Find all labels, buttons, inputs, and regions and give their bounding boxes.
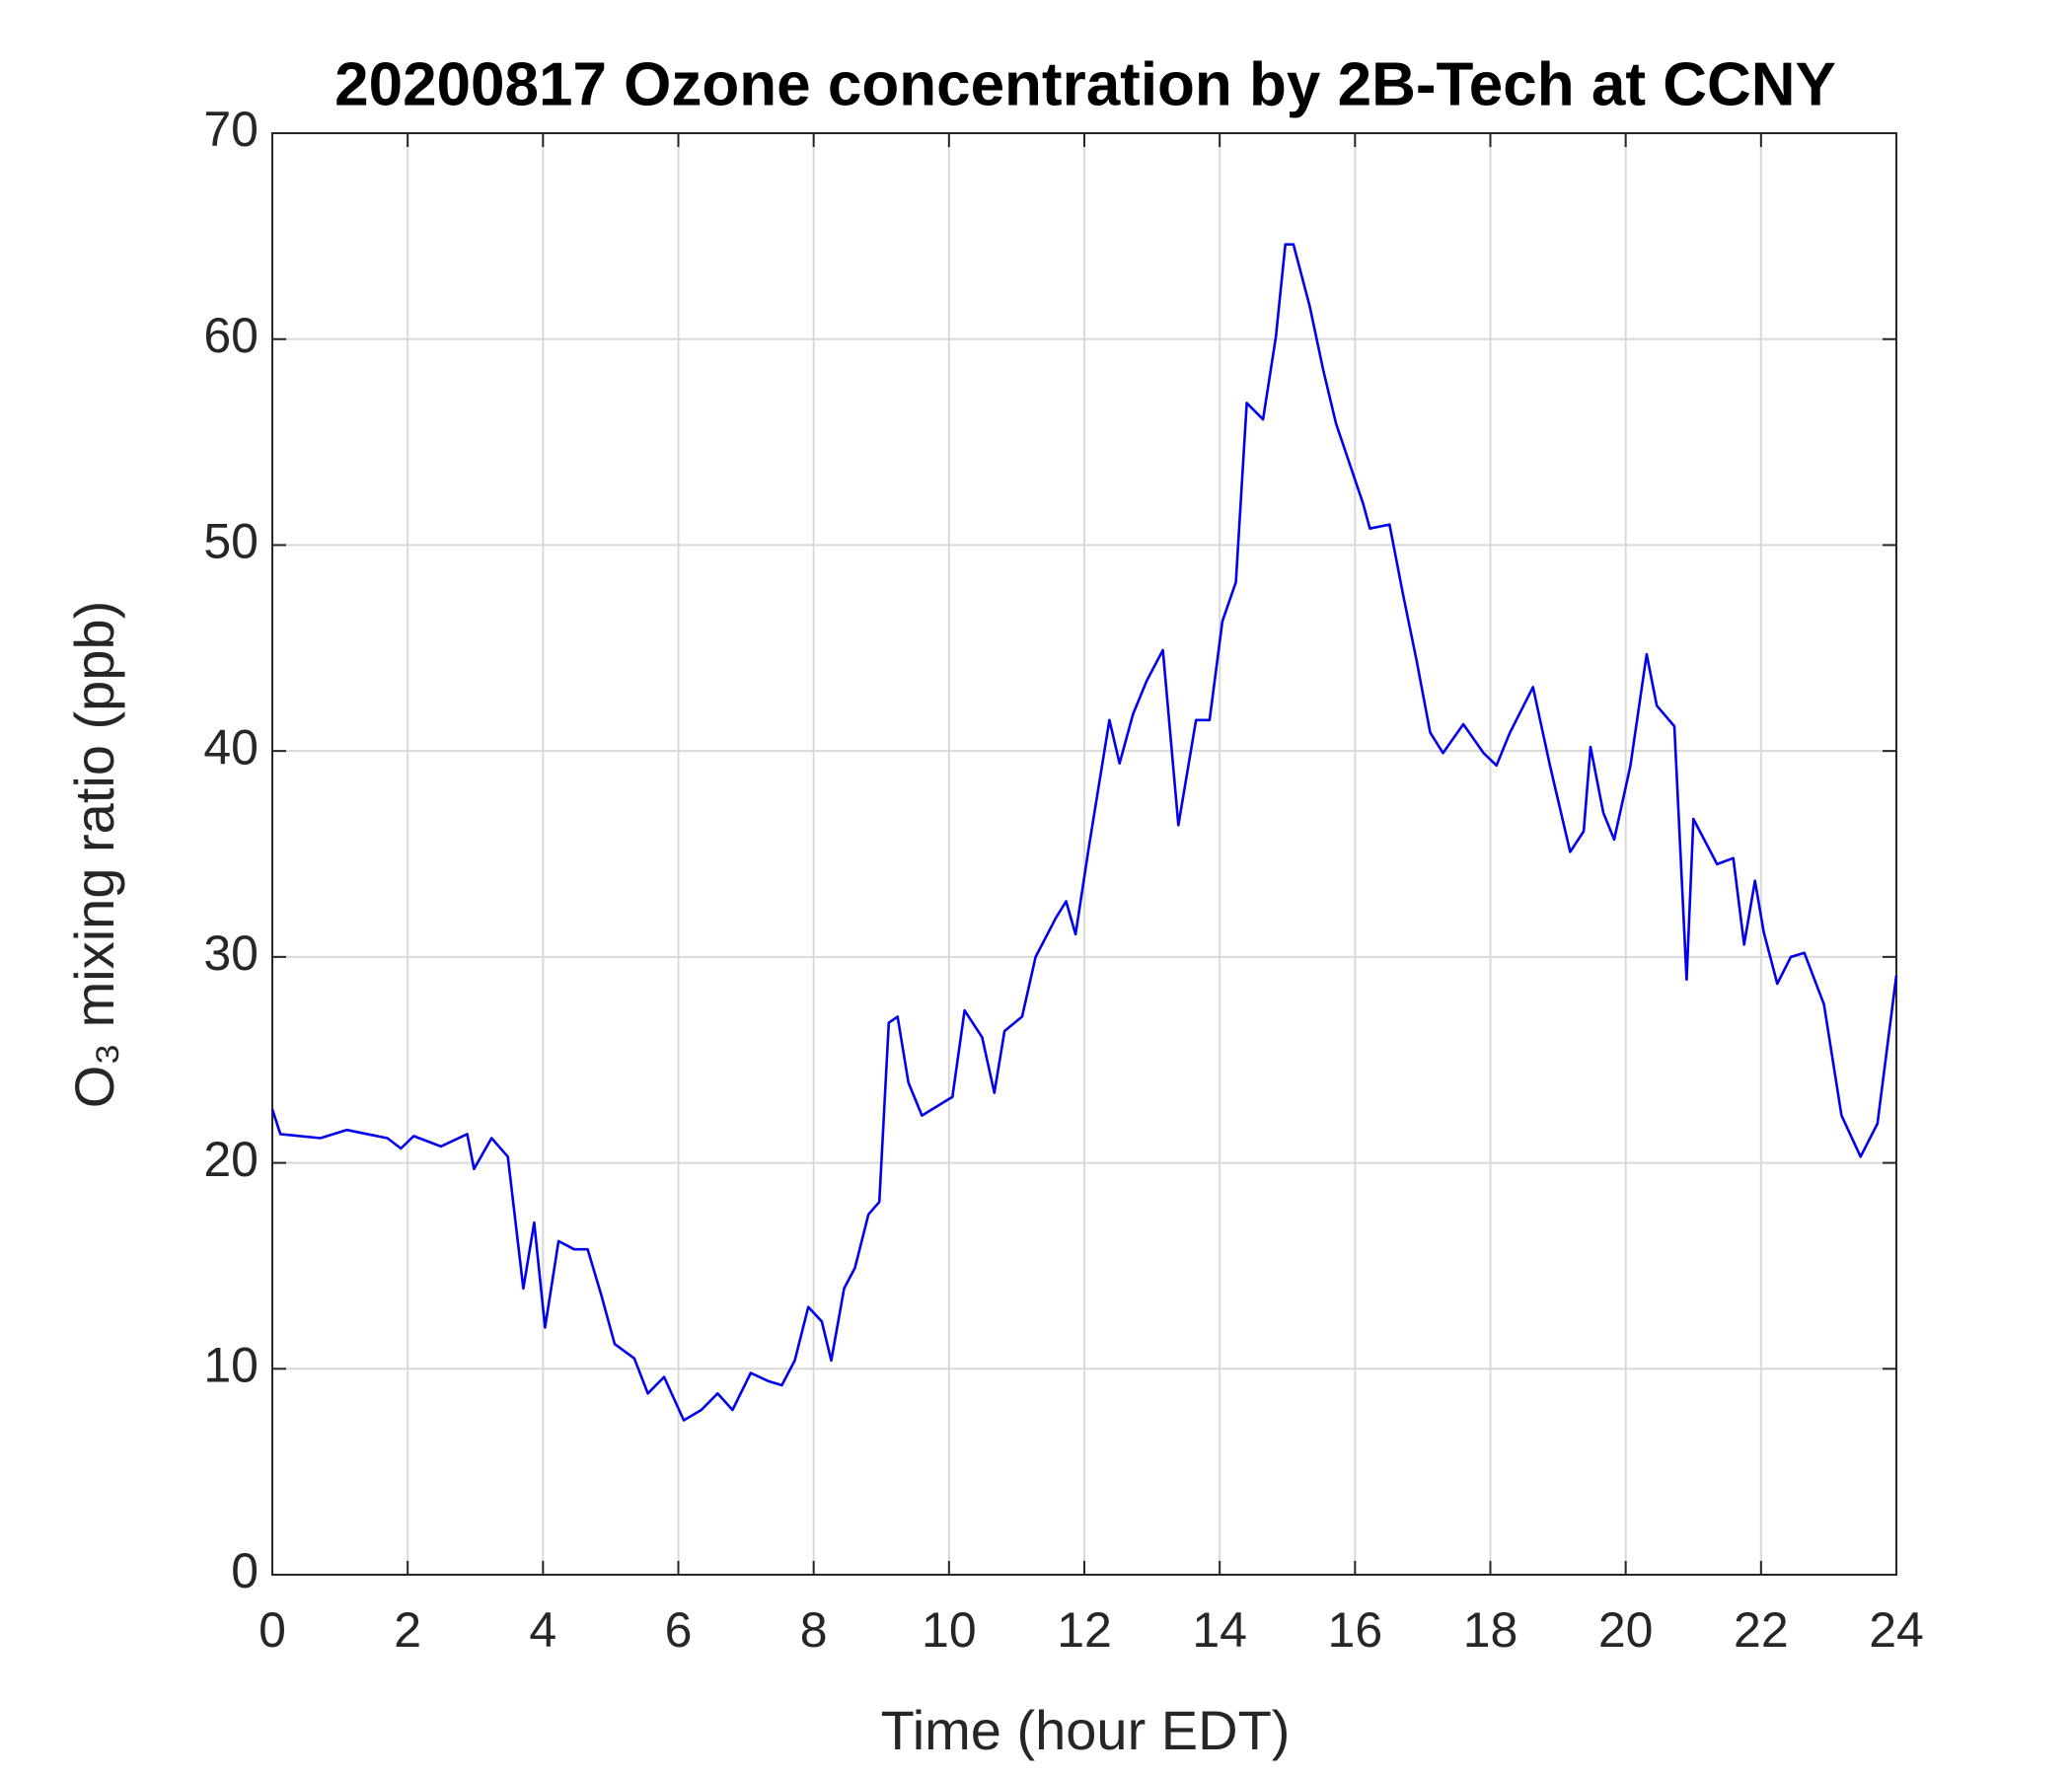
chart-title: 20200817 Ozone concentration by 2B-Tech … (334, 50, 1836, 118)
y-tick-label: 70 (203, 102, 259, 157)
x-tick-label: 20 (1598, 1602, 1654, 1658)
y-tick-label: 30 (203, 925, 259, 981)
y-tick-label: 0 (231, 1543, 259, 1598)
y-axis-label: O₃ mixing ratio (ppb) (63, 601, 125, 1109)
data-line (270, 243, 1898, 1422)
x-tick-label: 0 (259, 1602, 286, 1658)
y-tick-label: 50 (203, 514, 259, 569)
x-tick-label: 16 (1328, 1602, 1383, 1658)
x-tick-label: 22 (1734, 1602, 1789, 1658)
x-tick-label: 18 (1463, 1602, 1518, 1658)
x-tick-label: 2 (394, 1602, 421, 1658)
x-tick-label: 24 (1869, 1602, 1924, 1658)
y-tick-label: 40 (203, 719, 259, 775)
x-tick-label: 14 (1192, 1602, 1247, 1658)
x-tick-label: 6 (665, 1602, 693, 1658)
x-axis-label: Time (hour EDT) (881, 1699, 1291, 1761)
y-tick-label: 10 (203, 1337, 259, 1392)
plot-frame (271, 132, 1897, 1576)
x-tick-label: 4 (529, 1602, 556, 1658)
y-tick-label: 20 (203, 1132, 259, 1187)
y-tick-label: 60 (203, 308, 259, 363)
x-tick-label: 10 (922, 1602, 977, 1658)
x-tick-label: 8 (800, 1602, 828, 1658)
x-tick-label: 12 (1057, 1602, 1112, 1658)
